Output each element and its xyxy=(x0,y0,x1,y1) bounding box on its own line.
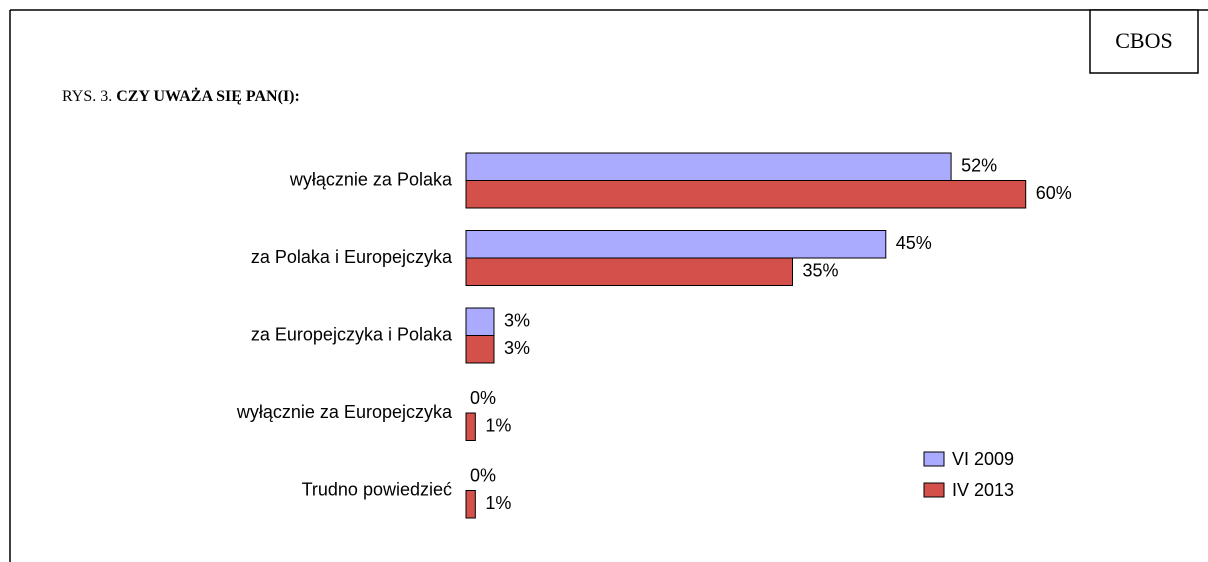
value-label: 45% xyxy=(896,233,932,253)
bar xyxy=(465,307,495,336)
bar xyxy=(465,152,952,181)
bar xyxy=(465,180,1027,209)
value-label: 0% xyxy=(470,466,496,486)
source: CBOS xyxy=(1115,28,1172,53)
value-label: 0% xyxy=(470,388,496,408)
source-box xyxy=(1089,9,1199,74)
legend-swatch xyxy=(923,482,945,498)
title: CZY UWAŻA SIĘ PAN(I): xyxy=(116,86,300,105)
chart-title: RYS. 3. CZY UWAŻA SIĘ PAN(I): xyxy=(62,86,300,105)
value-label: 1% xyxy=(485,493,511,513)
category-label: za Europejczyka i Polaka xyxy=(251,324,453,344)
category-label: wyłącznie za Polaka xyxy=(289,169,453,189)
bar xyxy=(465,230,887,259)
category-label: Trudno powiedzieć xyxy=(302,479,452,499)
bar xyxy=(465,490,476,519)
value-label: 35% xyxy=(803,261,839,281)
bar xyxy=(465,257,793,286)
bar xyxy=(465,335,495,364)
category-label: za Polaka i Europejczyka xyxy=(251,247,453,267)
value-label: 60% xyxy=(1036,183,1072,203)
legend-swatch xyxy=(923,451,945,467)
value-label: 1% xyxy=(485,416,511,436)
figure-label: RYS. 3. xyxy=(62,88,112,105)
value-label: 52% xyxy=(961,156,997,176)
legend-label: IV 2013 xyxy=(952,480,1014,500)
legend-label: VI 2009 xyxy=(952,449,1014,469)
value-label: 3% xyxy=(504,338,530,358)
value-label: 3% xyxy=(504,311,530,331)
bar xyxy=(465,412,476,441)
category-label: wyłącznie za Europejczyka xyxy=(236,402,453,422)
